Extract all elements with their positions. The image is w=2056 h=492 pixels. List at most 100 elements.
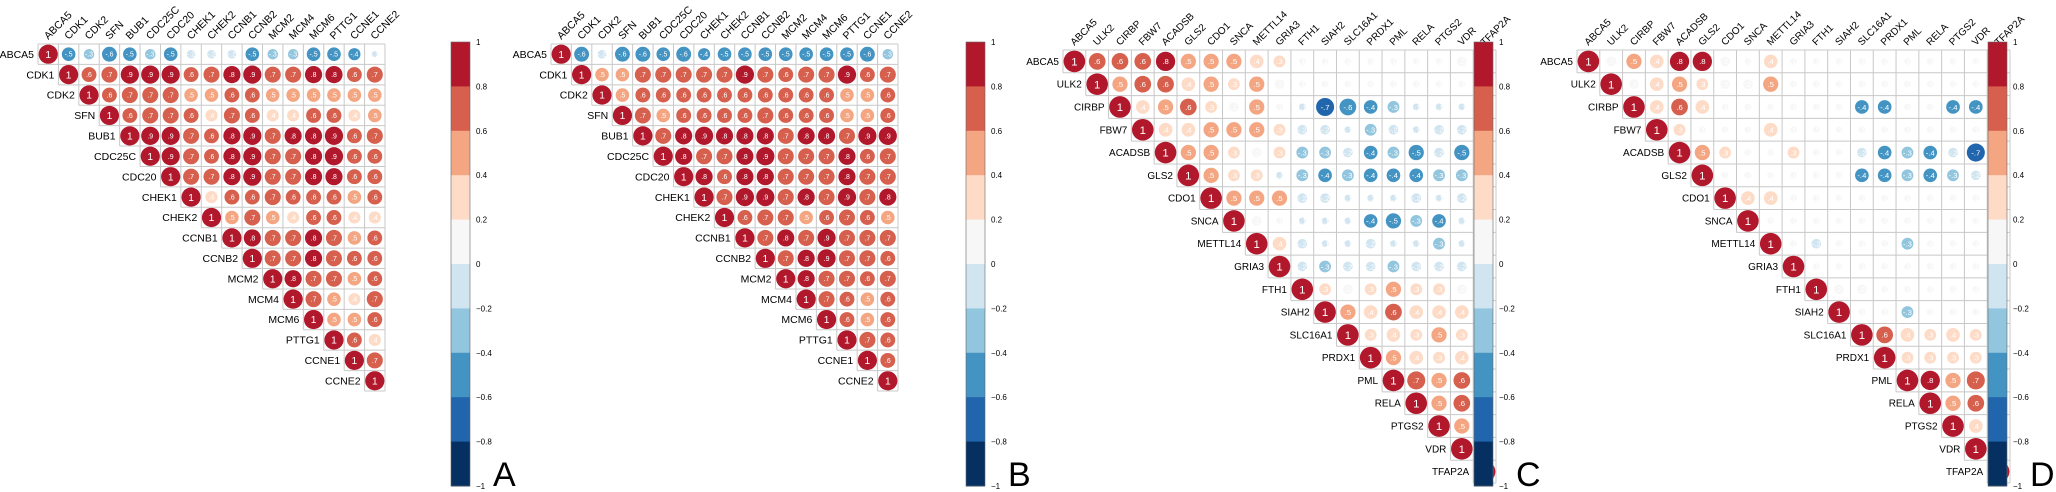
correlation-value: .7 [331,256,337,263]
correlation-circle [1945,395,1961,411]
correlation-value: .2 [1253,148,1259,157]
correlation-value: 1 [1162,148,1168,160]
correlation-circle [797,188,815,206]
correlation-circle [880,312,896,327]
correlation-circle [756,147,775,166]
color-bar-segment [451,308,470,354]
correlation-value: .3 [1722,148,1728,157]
correlation-circle [717,87,732,103]
row-label: FTH1 [1776,285,1801,296]
correlation-value: .6 [351,337,357,344]
correlation-circle [1365,261,1376,272]
correlation-circle [122,108,138,123]
correlation-value: .3 [1253,171,1259,180]
correlation-circle [325,270,343,287]
correlation-value: .1 [1904,262,1910,271]
correlation-circle [223,127,241,145]
correlation-value: .4 [1367,308,1374,317]
correlation-value: .1 [1881,262,1887,271]
correlation-circle [1433,169,1445,182]
correlation-circle [367,189,383,205]
correlation-circle [612,105,633,126]
color-bar-tick: −1 [2013,482,2023,491]
correlation-circle [1344,217,1352,225]
correlation-circle [183,108,199,123]
row-label: SIAH2 [1281,308,1310,319]
correlation-circle [285,168,302,185]
correlation-value: 1 [1631,102,1637,114]
correlation-value: .7 [188,133,194,140]
correlation-value: 1 [1390,376,1396,388]
correlation-value: 1 [1459,444,1465,456]
correlation-circle [634,66,651,83]
correlation-circle [1972,308,1980,316]
correlation-value: -.5 [843,52,851,59]
color-bar-tick: 0 [1499,260,1504,269]
correlation-circle [1926,126,1934,134]
correlation-circle [1412,80,1420,88]
correlation-circle [1673,123,1686,136]
correlation-circle [181,187,201,207]
correlation-circle [778,47,793,61]
correlation-value: -.2 [1298,194,1307,203]
correlation-circle [1276,103,1283,111]
correlation-value: .5 [1231,194,1237,203]
correlation-value: -.2 [1298,126,1307,135]
row-label: CCNB1 [182,233,218,245]
correlation-circle [1949,217,1957,225]
column-labels: ABCA5CDK1CDK2SFNBUB1CDC25CCDC20CHEK1CHEK… [555,4,915,42]
row-label: VDR [1939,444,1960,455]
correlation-circle [1431,395,1447,411]
correlation-value: -.1 [1343,194,1352,203]
correlation-circle [818,189,835,206]
correlation-value: .8 [311,174,317,181]
correlation-value: .5 [331,317,337,324]
correlation-circle [838,127,856,144]
correlation-circle [1926,240,1934,248]
correlation-value: .3 [1367,285,1373,294]
correlation-circle [183,127,200,144]
color-bar-tick: 1 [1499,38,1504,47]
color-bar-tick: 0.8 [476,82,488,91]
row-label: CHEK2 [162,212,197,224]
correlation-value: .3 [1790,148,1796,157]
correlation-circle [798,168,815,185]
correlation-circle [1314,301,1336,323]
color-bar-segment [1474,175,1493,221]
correlation-value: .1 [1836,262,1842,271]
correlation-value: -.2 [1457,194,1466,203]
correlation-circle [716,148,733,165]
correlation-value: .7 [372,358,378,365]
correlation-value: .7 [864,195,870,202]
correlation-value: -.4 [1880,148,1890,157]
correlation-value: -.3 [884,52,892,59]
correlation-value: .1 [1767,148,1773,157]
correlation-circle [1835,240,1843,248]
color-bar-segment [1474,42,1493,87]
correlation-value: .3 [1459,331,1465,340]
correlation-value: -.3 [146,52,154,59]
correlation-circle [1228,146,1240,159]
correlation-circle [592,85,612,105]
correlation-circle [1926,217,1934,225]
correlation-circle [859,229,876,246]
row-label: CIRBP [1588,102,1619,113]
correlation-circle [327,292,341,306]
correlation-circle [283,289,303,309]
correlation-value: 1 [1745,216,1751,228]
correlation-circle [287,211,300,224]
correlation-value: .5 [1699,148,1705,157]
correlation-circle [1759,232,1782,255]
correlation-value: .8 [803,195,809,202]
correlation-circle [633,126,653,146]
correlation-value: .7 [762,215,768,222]
correlation-value: -.3 [1321,262,1330,271]
correlation-value: .8 [762,174,768,181]
correlation-value: 1 [311,315,317,326]
correlation-value: .3 [1413,285,1419,294]
correlation-circle [1456,284,1467,295]
correlation-circle [1135,100,1150,114]
correlation-value: .6 [824,113,830,120]
correlation-value: -.2 [1298,262,1307,271]
correlation-value: 1 [127,132,133,143]
